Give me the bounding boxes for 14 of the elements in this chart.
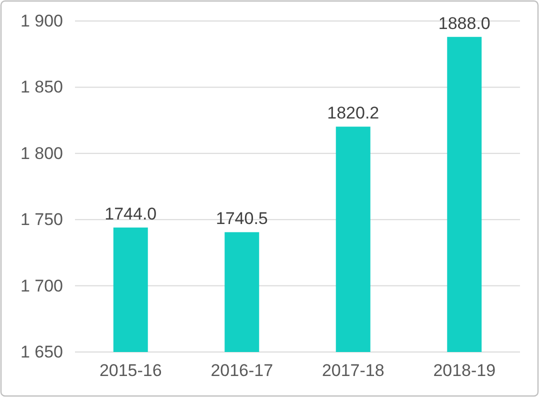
data-label: 1888.0 bbox=[438, 14, 490, 33]
data-label: 1820.2 bbox=[327, 104, 380, 123]
y-tick-label: 1 650 bbox=[20, 342, 63, 362]
x-tick-label: 2015-16 bbox=[99, 361, 162, 380]
data-label: 1740.5 bbox=[216, 209, 268, 228]
data-label: 1744.0 bbox=[104, 204, 157, 224]
x-tick-label: 2017-18 bbox=[322, 361, 384, 380]
y-tick-label: 1 700 bbox=[20, 276, 63, 296]
y-tick-label: 1 750 bbox=[20, 210, 63, 230]
y-tick-label: 1 850 bbox=[20, 78, 63, 97]
x-tick-label: 2016-17 bbox=[210, 361, 274, 380]
y-tick-label: 1 800 bbox=[20, 144, 63, 163]
x-tick-label: 2018-19 bbox=[433, 361, 496, 380]
y-tick-label: 1 900 bbox=[20, 11, 63, 30]
